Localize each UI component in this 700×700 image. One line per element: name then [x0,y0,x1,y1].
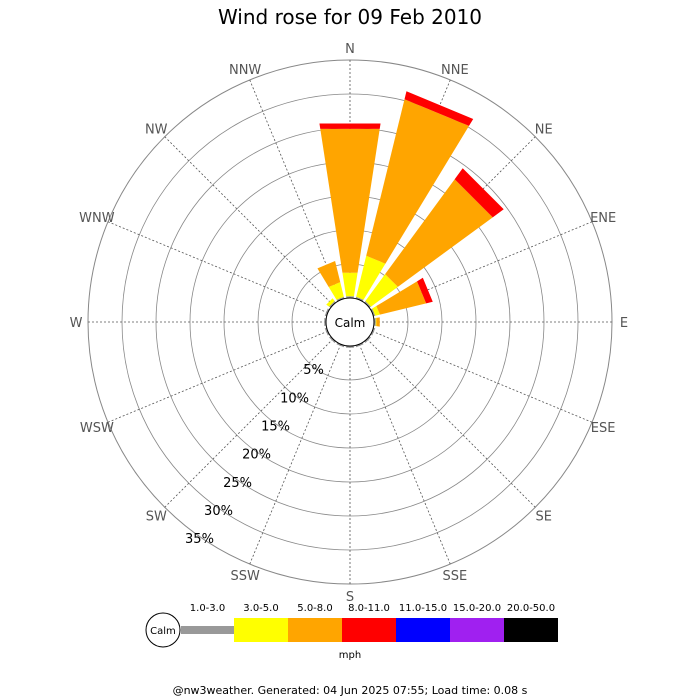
bar-n-5-0-8-0 [320,128,380,273]
bar-wnw-1-0-3-0 [324,308,330,317]
legend-swatch-15-0-20-0 [450,618,504,642]
bar-nne-3-0-5-0 [356,255,386,300]
legend-swatch-3-0-5-0 [234,618,288,642]
legend-swatch-5-0-8-0 [288,618,342,642]
bar-wsw-1-0-3-0 [324,327,330,336]
bar-se-1-0-3-0 [364,336,371,343]
legend-unit: mph [339,650,361,661]
direction-label-s: S [346,590,354,605]
bar-nne-5-0-8-0 [366,99,469,264]
bar-nne-8-0-11-0 [404,91,474,126]
bar-ssw-1-0-3-0 [336,342,345,348]
bar-e-5-0-8-0 [376,317,380,327]
direction-label-ssw: SSW [230,569,260,584]
direction-label-ne: NE [535,122,553,137]
legend-swatch-1-0-3-0 [181,626,234,634]
calm-label: Calm [335,316,366,330]
direction-label-n: N [345,42,355,57]
bar-nnw-1-0-3-0 [336,296,345,302]
legend-label-5-0-8-0: 5.0-8.0 [297,603,332,614]
bar-sw-1-0-3-0 [329,336,336,343]
legend-label-1-0-3-0: 1.0-3.0 [190,603,225,614]
bar-ne-8-0-11-0 [454,168,504,218]
direction-label-e: E [620,316,628,331]
direction-label-sw: SW [146,510,167,525]
bar-n-3-0-5-0 [342,272,358,297]
bar-ne-1-0-3-0 [364,301,371,308]
ring-label-35: 35% [185,532,214,547]
legend-label-15-0-20-0: 15.0-20.0 [453,603,501,614]
ring-label-25: 25% [223,476,252,491]
bar-ne-5-0-8-0 [385,179,493,287]
ring-label-10: 10% [280,391,309,406]
direction-label-nne: NNE [441,63,469,78]
direction-label-wsw: WSW [80,421,114,436]
legend-label-8-0-11-0: 8.0-11.0 [348,603,390,614]
wind-bars [317,91,504,348]
direction-label-wnw: WNW [79,211,115,226]
bar-nnw-3-0-5-0 [328,282,344,300]
bar-ese-1-0-3-0 [370,327,376,336]
direction-label-ese: ESE [591,421,616,436]
bar-e-3-0-5-0 [375,317,377,327]
bar-nw-3-0-5-0 [326,298,335,307]
calm-circle [325,297,375,347]
legend-calm-label: Calm [150,626,176,637]
direction-label-w: W [70,316,83,331]
bar-nnw-5-0-8-0 [317,261,341,287]
direction-label-ene: ENE [590,211,616,226]
ring-label-20: 20% [242,448,271,463]
footer-text: @nw3weather. Generated: 04 Jun 2025 07:5… [173,684,528,697]
ring-label-5: 5% [303,363,324,378]
direction-label-nnw: NNW [229,63,261,78]
legend-label-3-0-5-0: 3.0-5.0 [243,603,278,614]
direction-labels: N NNE NE ENE E ESE SE SSE S SSW SW WSW W WNW NW NNW [70,42,629,605]
legend: Calm 1.0-3.0 3.0-5.0 5.0-8.0 8.0-11.0 11.0-1… [145,603,558,661]
chart-title: Wind rose for 09 Feb 2010 [218,5,482,29]
legend-calm-circle [145,612,181,648]
bar-ene-3-0-5-0 [372,306,380,316]
ring-label-30: 30% [204,504,233,519]
legend-swatch-11-0-15-0 [396,618,450,642]
legend-label-20-0-50-0: 20.0-50.0 [507,603,555,614]
ring-label-15: 15% [261,419,290,434]
bar-ene-5-0-8-0 [376,281,427,315]
direction-label-sse: SSE [442,569,467,584]
bar-n-8-0-11-0 [319,123,381,129]
bar-ene-1-0-3-0 [370,308,376,317]
direction-label-se: SE [536,510,552,525]
legend-swatch-20-0-50-0 [504,618,558,642]
bar-ene-8-0-11-0 [417,277,433,304]
legend-label-11-0-15-0: 11.0-15.0 [399,603,447,614]
bar-nne-1-0-3-0 [355,296,364,302]
ring-labels: 5% 10% 15% 20% 25% 30% 35% [185,363,324,547]
bar-nw-1-0-3-0 [329,301,336,308]
bar-ne-3-0-5-0 [365,274,398,307]
calm-center: Calm [325,297,375,347]
legend-swatch-8-0-11-0 [342,618,396,642]
bar-sse-1-0-3-0 [355,342,364,348]
direction-label-nw: NW [145,122,168,137]
